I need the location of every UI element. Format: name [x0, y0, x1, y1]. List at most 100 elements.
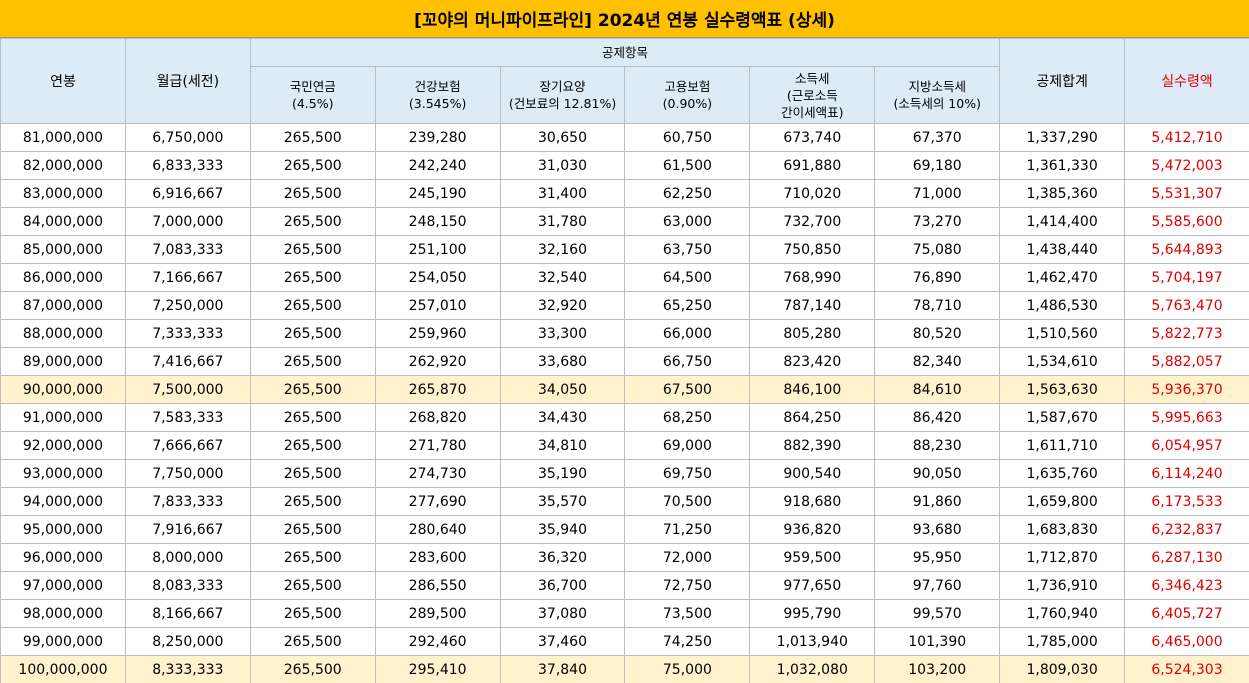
table-row: 97,000,000 8,083,333 265,500 286,550 36,700 7… [0, 571, 1249, 600]
table-cell: 6,346,423 [1124, 571, 1249, 600]
table-cell: 78,710 [874, 291, 1001, 320]
table-cell: 242,240 [374, 151, 501, 180]
table-row: 100,000,000 8,333,333 265,500 295,410 37,840… [0, 655, 1249, 683]
table-cell: 63,000 [624, 207, 751, 236]
table-cell: 6,524,303 [1124, 655, 1249, 683]
table-cell: 936,820 [749, 515, 876, 544]
table-cell: 7,500,000 [124, 375, 251, 404]
table-cell: 7,333,333 [124, 319, 251, 348]
table-cell: 1,736,910 [999, 571, 1126, 600]
header-cell: 국민연금 (4.5%) [249, 66, 376, 124]
table-cell: 5,822,773 [1124, 319, 1249, 348]
table-cell: 75,000 [624, 655, 751, 683]
table-cell: 254,050 [374, 263, 501, 292]
table-cell: 1,683,830 [999, 515, 1126, 544]
table-cell: 5,936,370 [1124, 375, 1249, 404]
table-cell: 93,000,000 [0, 459, 126, 488]
table-cell: 1,385,360 [999, 179, 1126, 208]
table-cell: 7,750,000 [124, 459, 251, 488]
table-cell: 805,280 [749, 319, 876, 348]
table-cell: 265,500 [249, 319, 376, 348]
table-cell: 86,420 [874, 403, 1001, 432]
table-cell: 864,250 [749, 403, 876, 432]
table-cell: 86,000,000 [0, 263, 126, 292]
header-line: 장기요양 [539, 79, 586, 94]
table-cell: 91,000,000 [0, 403, 126, 432]
table-row: 93,000,000 7,750,000 265,500 274,730 35,190 6… [0, 459, 1249, 488]
table-cell: 918,680 [749, 487, 876, 516]
table-cell: 94,000,000 [0, 487, 126, 516]
table-cell: 5,644,893 [1124, 235, 1249, 264]
table-cell: 99,000,000 [0, 627, 126, 656]
table-cell: 6,465,000 [1124, 627, 1249, 656]
header-line: 국민연금 [289, 79, 336, 94]
table-row: 81,000,000 6,750,000 265,500 239,280 30,650 6… [0, 123, 1249, 152]
table-cell: 1,809,030 [999, 655, 1126, 683]
table-cell: 248,150 [374, 207, 501, 236]
table-cell: 60,750 [624, 123, 751, 152]
table-cell: 265,500 [249, 515, 376, 544]
table-row: 95,000,000 7,916,667 265,500 280,640 35,940 7… [0, 515, 1249, 544]
header-line: (소득세의 10%) [893, 96, 981, 111]
table-cell: 265,500 [249, 291, 376, 320]
table-cell: 265,500 [249, 151, 376, 180]
table-cell: 292,460 [374, 627, 501, 656]
table-cell: 7,666,667 [124, 431, 251, 460]
table-cell: 823,420 [749, 347, 876, 376]
table-cell: 1,712,870 [999, 543, 1126, 572]
header-cell: 장기요양 (건보료의 12.81%) [499, 66, 626, 124]
header-cell: 실수령액 [1124, 38, 1249, 124]
table-cell: 5,763,470 [1124, 291, 1249, 320]
table-cell: 710,020 [749, 179, 876, 208]
table-cell: 76,890 [874, 263, 1001, 292]
table-cell: 251,100 [374, 235, 501, 264]
table-row: 89,000,000 7,416,667 265,500 262,920 33,680 6… [0, 347, 1249, 376]
table-cell: 71,250 [624, 515, 751, 544]
header-line: 소득세 [795, 70, 830, 86]
table-row: 87,000,000 7,250,000 265,500 257,010 32,920 6… [0, 291, 1249, 320]
table-cell: 295,410 [374, 655, 501, 683]
table-cell: 265,500 [249, 375, 376, 404]
table-cell: 732,700 [749, 207, 876, 236]
table-cell: 8,000,000 [124, 543, 251, 572]
table-cell: 6,232,837 [1124, 515, 1249, 544]
table-cell: 6,173,533 [1124, 487, 1249, 516]
table-cell: 274,730 [374, 459, 501, 488]
table-cell: 1,462,470 [999, 263, 1126, 292]
table-cell: 99,570 [874, 599, 1001, 628]
table-cell: 97,000,000 [0, 571, 126, 600]
table-cell: 98,000,000 [0, 599, 126, 628]
table-cell: 7,916,667 [124, 515, 251, 544]
table-cell: 85,000,000 [0, 235, 126, 264]
table-cell: 245,190 [374, 179, 501, 208]
table-cell: 35,940 [499, 515, 626, 544]
table-cell: 64,500 [624, 263, 751, 292]
table-cell: 5,995,663 [1124, 403, 1249, 432]
table-cell: 82,000,000 [0, 151, 126, 180]
table-cell: 95,950 [874, 543, 1001, 572]
table-row: 82,000,000 6,833,333 265,500 242,240 31,030 6… [0, 151, 1249, 180]
table-cell: 265,500 [249, 627, 376, 656]
table-cell: 74,250 [624, 627, 751, 656]
table-cell: 7,583,333 [124, 403, 251, 432]
table-cell: 69,000 [624, 431, 751, 460]
table-cell: 8,333,333 [124, 655, 251, 683]
table-cell: 283,600 [374, 543, 501, 572]
table-cell: 100,000,000 [0, 655, 126, 683]
table-cell: 6,750,000 [124, 123, 251, 152]
table-row: 94,000,000 7,833,333 265,500 277,690 35,570 7… [0, 487, 1249, 516]
table-cell: 32,540 [499, 263, 626, 292]
table-cell: 265,500 [249, 431, 376, 460]
table-cell: 101,390 [874, 627, 1001, 656]
table-cell: 265,500 [249, 403, 376, 432]
table-cell: 87,000,000 [0, 291, 126, 320]
table-cell: 34,810 [499, 431, 626, 460]
table-cell: 768,990 [749, 263, 876, 292]
table-cell: 67,370 [874, 123, 1001, 152]
table-cell: 265,500 [249, 655, 376, 683]
table-row: 85,000,000 7,083,333 265,500 251,100 32,160 6… [0, 235, 1249, 264]
table-cell: 1,361,330 [999, 151, 1126, 180]
table-cell: 1,438,440 [999, 235, 1126, 264]
table-cell: 37,840 [499, 655, 626, 683]
table-cell: 995,790 [749, 599, 876, 628]
